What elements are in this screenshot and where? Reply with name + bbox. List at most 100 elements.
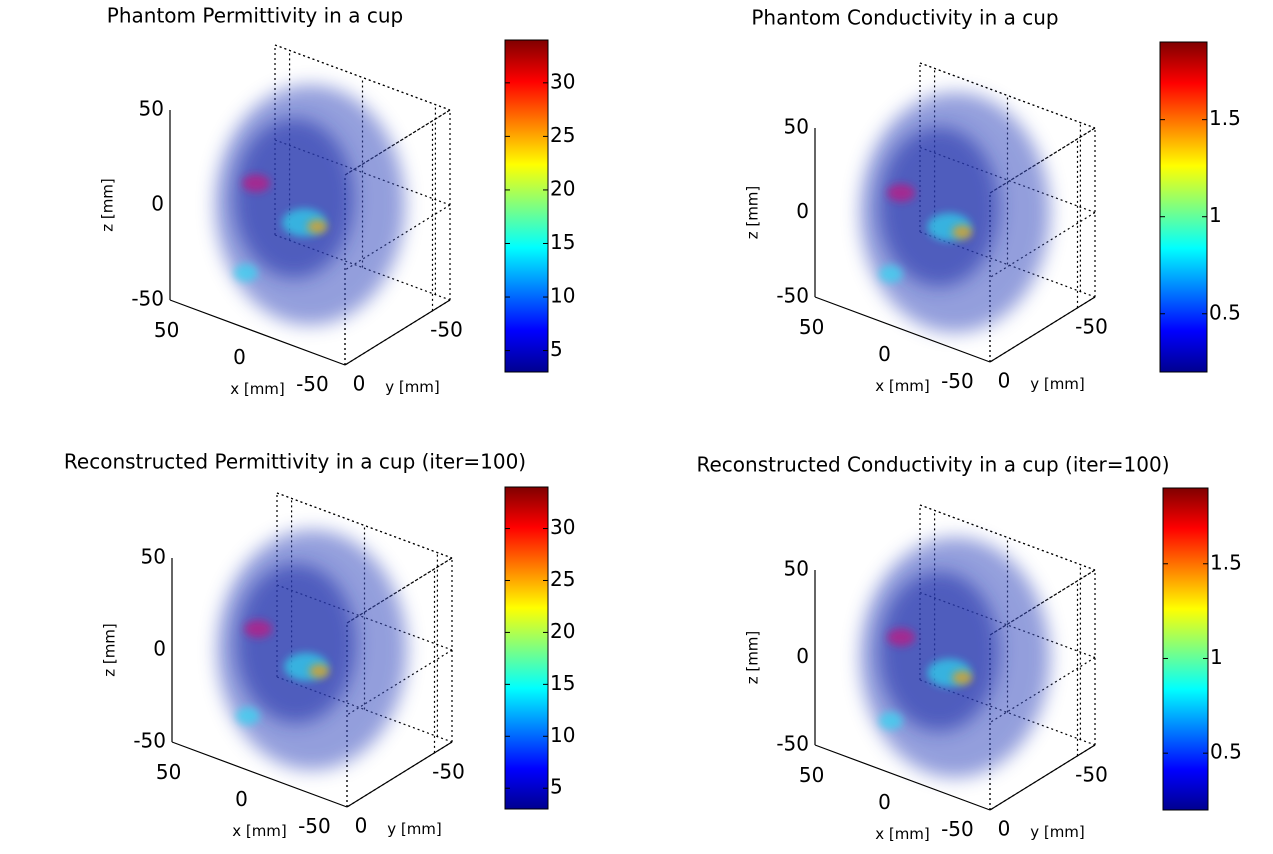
colorbar — [504, 486, 549, 810]
volume-blob — [233, 118, 354, 279]
chart-title: Reconstructed Conductivity in a cup (ite… — [696, 453, 1169, 477]
y-tick-label: 0 — [353, 372, 366, 396]
y-tick-label: -50 — [1075, 314, 1108, 338]
x-tick-label: 0 — [878, 790, 891, 814]
z-tick-label: -50 — [776, 732, 809, 756]
z-tick-label: 0 — [153, 637, 166, 661]
z-tick-label: -50 — [133, 729, 166, 753]
z-axis-label: z [mm] — [101, 623, 119, 677]
grid-line — [919, 62, 1096, 129]
colorbar-tick-label: 1 — [1209, 203, 1222, 227]
y-tick-label: 0 — [998, 817, 1011, 841]
y-axis-label: y [mm] — [1030, 375, 1085, 393]
colorbar-tick-label: 20 — [550, 176, 575, 200]
colorbar-tick-label: 5 — [550, 337, 563, 361]
x-axis-label: x [mm] — [230, 380, 285, 398]
colorbar-tick-label: 0.5 — [1209, 300, 1241, 324]
y-axis-label: y [mm] — [1030, 823, 1085, 841]
y-axis-label: y [mm] — [387, 820, 442, 838]
y-tick-label: -50 — [430, 317, 463, 341]
colorbar-tick-label: 5 — [550, 775, 563, 799]
volume-blob — [307, 219, 328, 234]
volume-blob — [235, 563, 356, 724]
z-axis-label: z [mm] — [744, 186, 762, 240]
x-axis — [814, 744, 991, 811]
colorbar-tick-label: 15 — [550, 230, 575, 254]
x-axis — [814, 296, 991, 363]
x-tick-label: 50 — [799, 315, 824, 339]
x-tick-label: 0 — [878, 342, 891, 366]
colorbar-tick-label: 30 — [550, 515, 575, 539]
x-axis — [169, 299, 346, 366]
x-axis-label: x [mm] — [875, 825, 930, 843]
volume-blob — [887, 183, 916, 202]
y-tick-label: -50 — [432, 759, 465, 783]
x-tick-label: -50 — [941, 817, 974, 841]
y-tick-label: 0 — [355, 814, 368, 838]
volume-blob — [952, 670, 973, 685]
volume-blob — [878, 571, 999, 732]
chart-title: Phantom Permittivity in a cup — [107, 4, 403, 28]
z-tick-label: 50 — [141, 545, 166, 569]
colorbar-tick-label: 1 — [1210, 645, 1223, 669]
colorbar-tick-label: 1.5 — [1210, 550, 1242, 574]
volume-blob — [242, 174, 271, 193]
chart-title: Phantom Conductivity in a cup — [751, 6, 1058, 30]
x-tick-label: 50 — [799, 763, 824, 787]
volume-blob — [878, 126, 999, 287]
x-tick-label: -50 — [296, 372, 329, 396]
colorbar-tick-label: 10 — [550, 723, 575, 747]
volume-blob — [878, 265, 903, 284]
z-tick-label: 50 — [784, 557, 809, 581]
x-tick-label: 0 — [233, 345, 246, 369]
z-axis-label: z [mm] — [744, 631, 762, 685]
chart-title: Reconstructed Permittivity in a cup (ite… — [64, 450, 526, 474]
y-tick-label: -50 — [1075, 762, 1108, 786]
colorbar-tick-label: 1.5 — [1209, 106, 1241, 130]
grid-line — [274, 44, 451, 111]
y-axis-label: y [mm] — [385, 378, 440, 396]
x-tick-label: 50 — [154, 318, 179, 342]
volume-blob — [878, 711, 903, 730]
grid-line — [989, 569, 1096, 636]
volume-blob — [233, 263, 258, 282]
x-tick-label: 50 — [156, 760, 181, 784]
colorbar — [504, 39, 549, 373]
x-axis-label: x [mm] — [232, 822, 287, 840]
y-axis — [989, 296, 1096, 363]
colorbar — [1162, 487, 1209, 811]
grid-line — [919, 504, 1096, 571]
y-axis — [989, 744, 1096, 811]
x-tick-label: 0 — [235, 787, 248, 811]
y-axis — [346, 741, 453, 808]
z-tick-label: -50 — [131, 287, 164, 311]
z-axis-label: z [mm] — [99, 178, 117, 232]
z-tick-label: -50 — [776, 284, 809, 308]
z-tick-label: 0 — [151, 192, 164, 216]
grid-line — [276, 492, 453, 559]
colorbar-tick-label: 15 — [550, 671, 575, 695]
colorbar-tick-label: 20 — [550, 619, 575, 643]
x-tick-label: -50 — [941, 369, 974, 393]
x-tick-label: -50 — [298, 814, 331, 838]
volume-blob — [235, 707, 260, 726]
colorbar-tick-label: 25 — [550, 567, 575, 591]
x-axis-label: x [mm] — [875, 377, 930, 395]
z-tick-label: 0 — [796, 199, 809, 223]
colorbar — [1159, 41, 1208, 373]
volume-blob — [309, 664, 330, 679]
grid-line — [989, 127, 1096, 194]
colorbar-tick-label: 30 — [550, 69, 575, 93]
colorbar-tick-label: 10 — [550, 284, 575, 308]
y-tick-label: 0 — [998, 369, 1011, 393]
y-axis — [344, 299, 451, 366]
volume-blob — [887, 628, 916, 647]
grid-line — [344, 109, 451, 176]
grid-line — [346, 557, 453, 624]
x-axis — [171, 741, 348, 808]
volume-blob — [244, 619, 273, 638]
z-tick-label: 50 — [784, 115, 809, 139]
colorbar-tick-label: 25 — [550, 123, 575, 147]
z-tick-label: 0 — [796, 644, 809, 668]
